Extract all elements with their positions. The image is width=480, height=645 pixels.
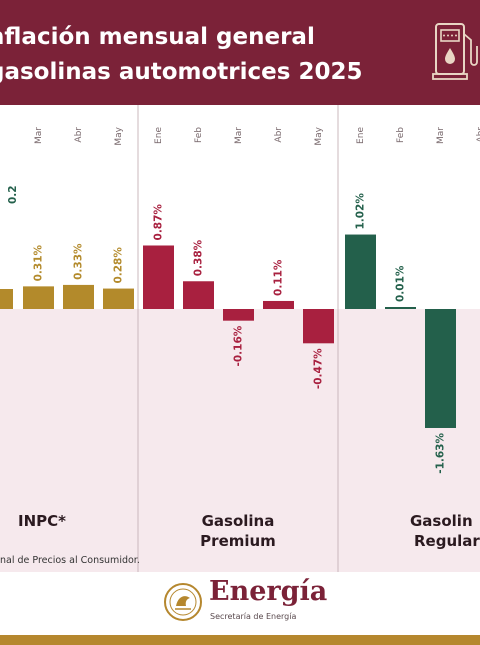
footer-accent-bar xyxy=(0,635,480,645)
fuel-pump-icon xyxy=(432,23,478,80)
month-label: May xyxy=(314,126,324,145)
month-label: Ene xyxy=(154,127,164,144)
group-title-inpc: INPC* xyxy=(18,512,66,530)
title-line-1: nflación mensual general xyxy=(0,24,315,50)
footnote: nal de Precios al Consumidor. xyxy=(0,555,140,566)
bar-partial xyxy=(0,289,13,309)
month-label: Feb xyxy=(194,127,204,143)
data-label: 0.87% xyxy=(153,204,165,241)
month-label: Abr xyxy=(74,127,84,143)
data-label: 0.33% xyxy=(73,243,85,280)
group-title-regular-2: Regular xyxy=(414,532,480,550)
chart-canvas: Mar 0.31% Abr 0.33% May 0.28% Ene 0.87% Feb 0.38%… xyxy=(0,105,480,575)
month-label: May xyxy=(114,126,124,145)
data-label: 0.38% xyxy=(193,239,205,276)
data-label: -0.47% xyxy=(313,348,325,389)
data-label: 1.02% xyxy=(355,193,367,230)
header-banner: nflación mensual general gasolinas autom… xyxy=(0,0,480,105)
data-label: 0.01% xyxy=(395,265,407,302)
brand-name: Energía xyxy=(209,576,328,607)
month-label: Ene xyxy=(356,127,366,144)
bar xyxy=(385,307,416,309)
data-label-partial: 0.2 xyxy=(7,185,19,204)
month-label: Mar xyxy=(436,127,446,144)
bar xyxy=(303,309,334,344)
group-title-regular-1: Gasolin xyxy=(410,512,473,530)
coat-of-arms-icon xyxy=(164,583,202,621)
lower-panel xyxy=(0,309,480,575)
bar xyxy=(425,309,456,428)
group-title-premium-1: Gasolina xyxy=(202,512,275,530)
month-label: Abr xyxy=(476,127,480,143)
bar xyxy=(23,286,54,309)
month-label: Abr xyxy=(274,127,284,143)
data-label: -0.16% xyxy=(233,325,245,366)
bar xyxy=(183,281,214,309)
bar xyxy=(63,284,94,309)
title-line-2: gasolinas automotrices 2025 xyxy=(0,59,363,85)
chart-area: Mar 0.31% Abr 0.33% May 0.28% Ene 0.87% Feb 0.38%… xyxy=(0,105,480,575)
month-label: Mar xyxy=(234,127,244,144)
bar xyxy=(263,300,294,309)
data-label: 0.31% xyxy=(33,244,45,281)
bar xyxy=(345,234,376,309)
bar xyxy=(103,288,134,309)
group-title-premium-2: Premium xyxy=(200,532,276,550)
footer: Energía Secretaría de Energía xyxy=(0,572,480,645)
data-label: 0.28% xyxy=(113,247,125,284)
bar xyxy=(143,245,174,309)
month-label: Mar xyxy=(34,127,44,144)
bar xyxy=(223,309,254,321)
data-label: 0.11% xyxy=(273,259,285,296)
upper-panel xyxy=(0,105,480,309)
data-label: -1.63% xyxy=(435,433,447,474)
month-label: Feb xyxy=(396,127,406,143)
brand-subtitle: Secretaría de Energía xyxy=(210,612,297,621)
